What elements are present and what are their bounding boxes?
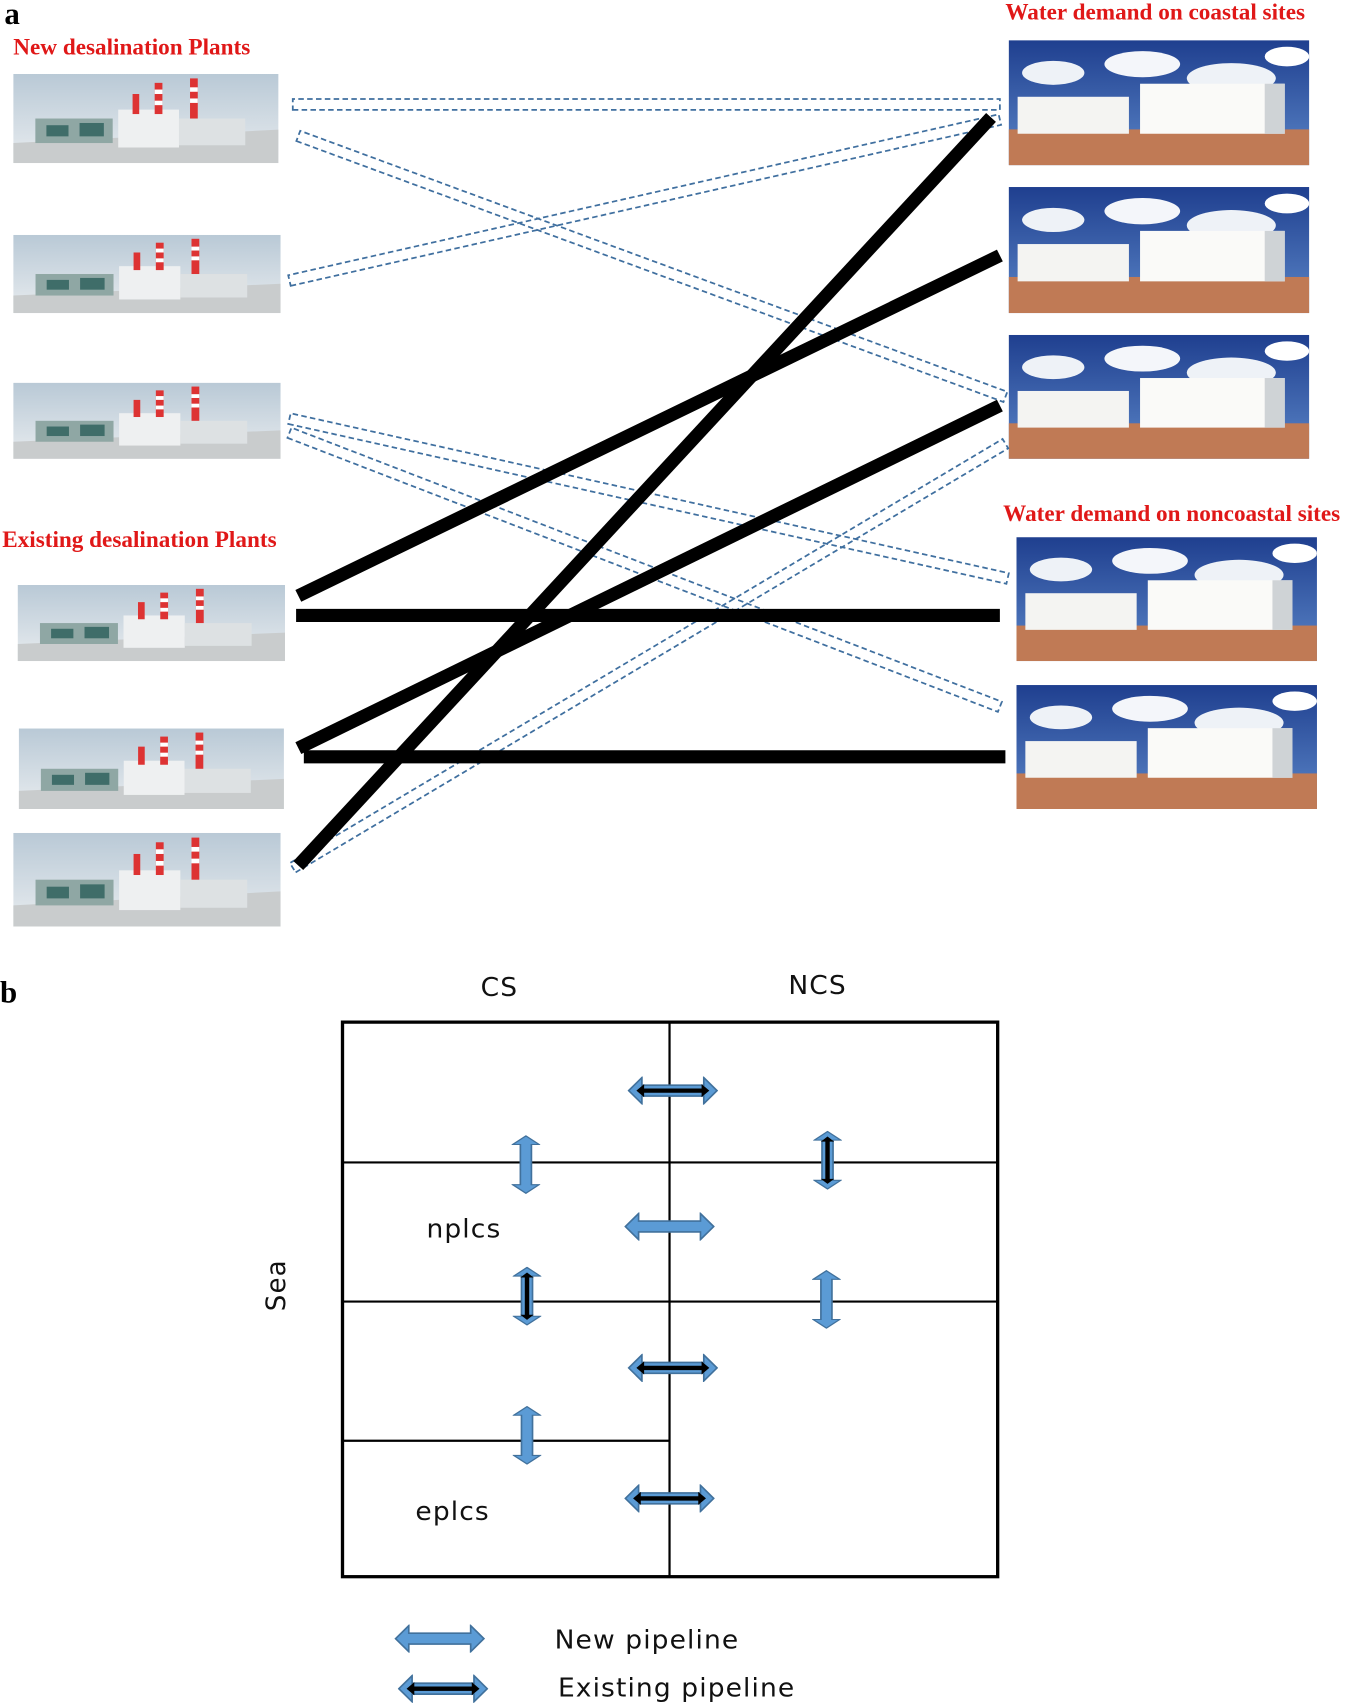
new-pipe <box>290 439 1008 872</box>
new-pipe <box>288 413 1009 583</box>
existing-pipe <box>298 256 1000 596</box>
existing-arrow <box>629 1078 717 1104</box>
new-pipe <box>288 114 1001 286</box>
panel-label: b <box>0 976 17 1010</box>
panel-label: a <box>4 0 19 31</box>
group-title: Water demand on coastal sites <box>1005 0 1305 25</box>
new-pipe <box>293 99 1000 110</box>
cell-label: eplcs <box>415 1497 489 1527</box>
legend-swatch <box>399 1676 487 1702</box>
plant-image <box>19 729 284 809</box>
side-label: Sea <box>262 1259 292 1311</box>
tank-image <box>1009 335 1310 459</box>
tank-image <box>1009 40 1310 165</box>
tank-image <box>1016 685 1317 809</box>
plant-image <box>13 833 280 927</box>
existing-arrow <box>629 1355 717 1381</box>
legend-swatch <box>396 1626 484 1652</box>
group-title: Water demand on noncoastal sites <box>1003 500 1340 526</box>
column-label: NCS <box>788 971 846 1001</box>
existing-pipes <box>296 117 1005 865</box>
new-pipe <box>287 428 1001 712</box>
existing-arrow <box>514 1267 541 1324</box>
new-arrow <box>813 1271 840 1328</box>
new-pipe <box>296 131 1007 402</box>
group-title: New desalination Plants <box>13 34 250 60</box>
plant-image <box>13 235 280 313</box>
tank-image <box>1016 537 1317 661</box>
group-title: Existing desalination Plants <box>2 526 276 552</box>
cell-label: nplcs <box>426 1215 501 1245</box>
legend-label: Existing pipeline <box>558 1673 795 1703</box>
plant-image <box>18 585 285 661</box>
existing-arrow <box>814 1132 841 1189</box>
tank-image <box>1009 187 1310 313</box>
figure: a New desalination Plants Water demand o… <box>0 0 1370 1705</box>
legend-label: New pipeline <box>555 1626 740 1656</box>
plant-image <box>13 74 278 163</box>
new-arrow <box>514 1407 541 1464</box>
plant-image <box>13 383 280 459</box>
new-arrow <box>513 1136 540 1193</box>
column-label: CS <box>481 973 519 1003</box>
existing-pipe <box>298 406 1000 749</box>
